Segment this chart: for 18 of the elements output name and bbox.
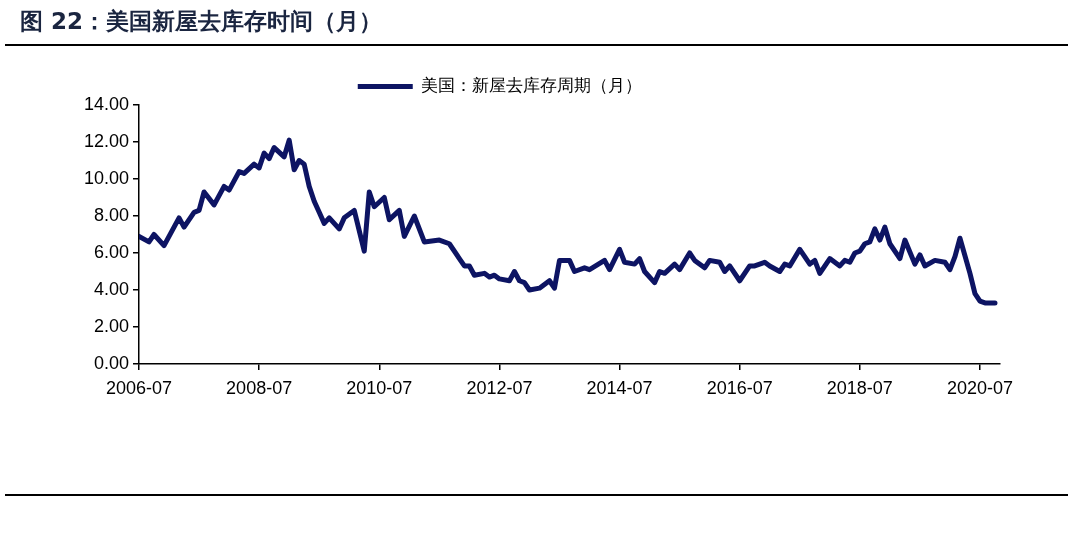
x-tick-label: 2008-07 <box>226 377 293 398</box>
y-tick-label: 10.00 <box>83 167 129 188</box>
y-tick-label: 2.00 <box>93 315 129 336</box>
x-tick-label: 2014-07 <box>586 377 653 398</box>
x-tick-label: 2018-07 <box>826 377 893 398</box>
x-tick-label: 2016-07 <box>706 377 773 398</box>
y-tick-label: 8.00 <box>93 204 129 225</box>
x-tick-label: 2006-07 <box>105 377 173 398</box>
x-tick-label: 2010-07 <box>346 377 413 398</box>
chart-title: 图 22：美国新屋去库存时间（月） <box>20 7 383 36</box>
x-tick-label: 2012-07 <box>466 377 533 398</box>
y-tick-label: 0.00 <box>93 352 129 373</box>
y-tick-label: 14.00 <box>83 93 129 114</box>
y-tick-label: 12.00 <box>83 130 129 151</box>
y-tick-label: 4.00 <box>93 278 129 299</box>
legend-label: 美国：新屋去库存周期（月） <box>421 74 643 95</box>
y-tick-label: 6.00 <box>93 241 129 262</box>
x-tick-label: 2020-07 <box>946 377 1014 398</box>
